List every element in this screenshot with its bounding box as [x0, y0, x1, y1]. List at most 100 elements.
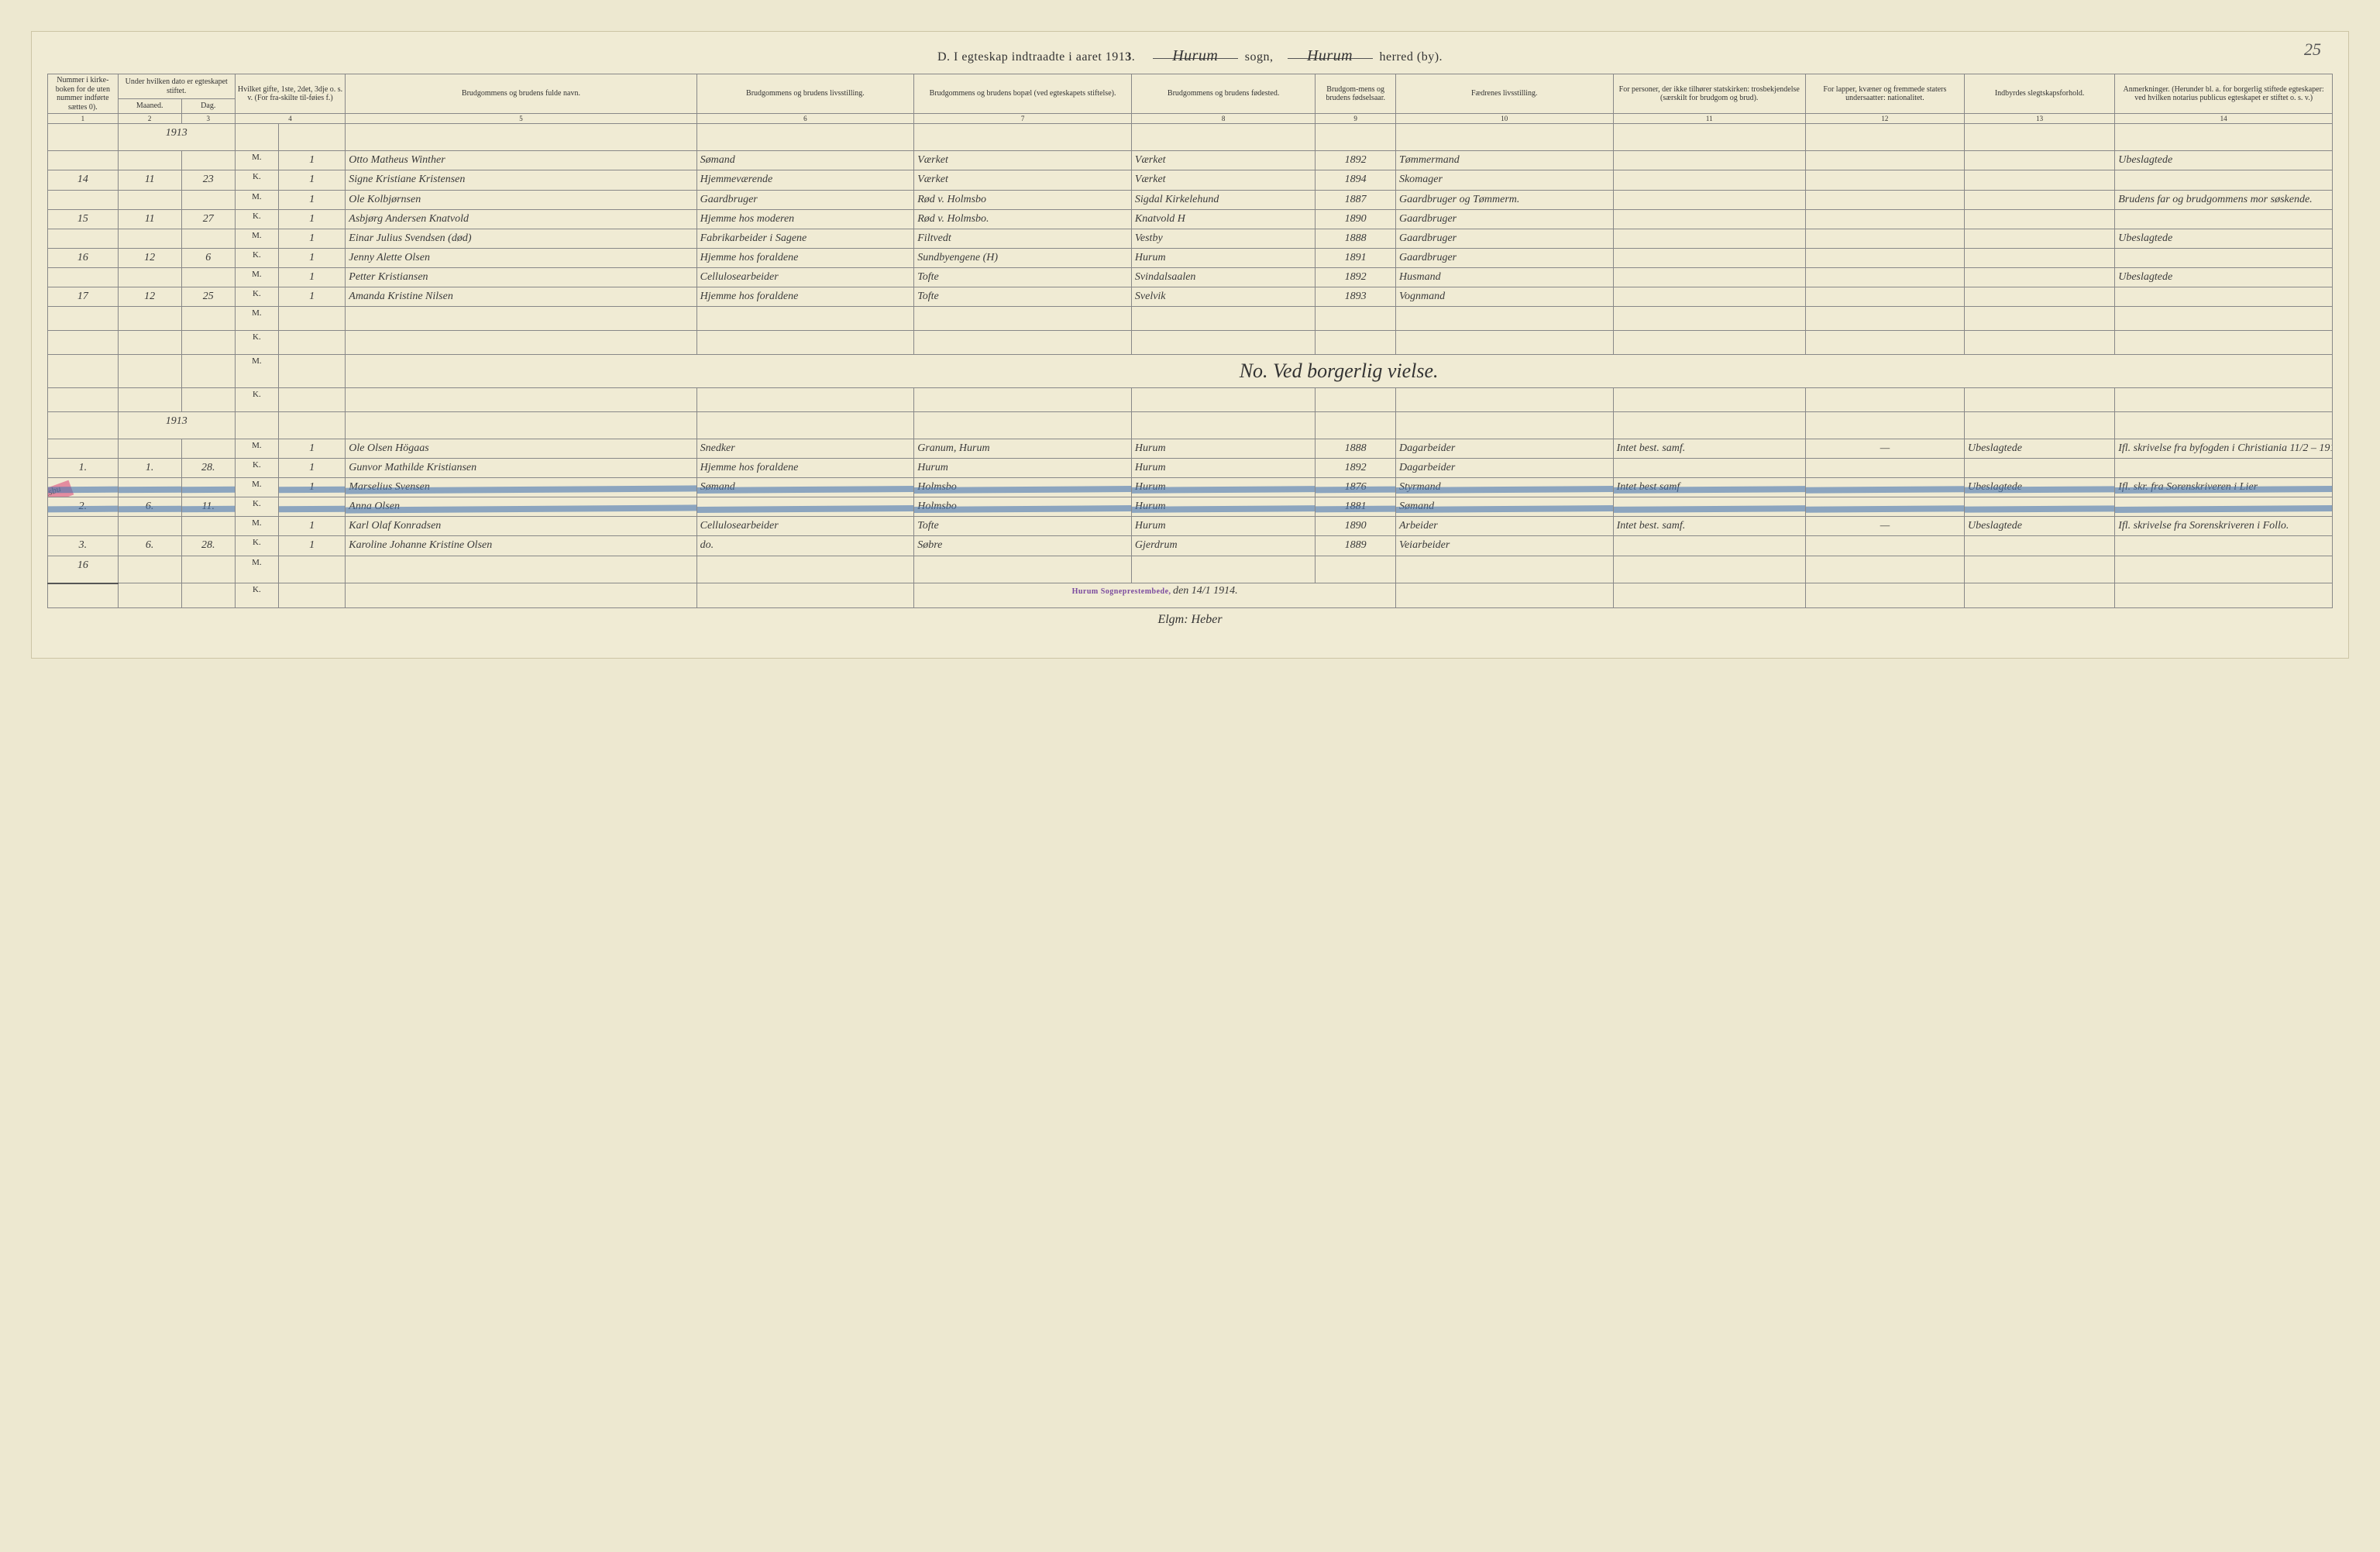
cell: Filtvedt [914, 229, 1132, 248]
cell: Petter Kristiansen [346, 267, 696, 287]
cell [2115, 124, 2333, 151]
cell: Rød v. Holmsbo. [914, 209, 1132, 229]
cell [48, 583, 119, 608]
colnum: 4 [235, 114, 345, 124]
cell [1805, 459, 1964, 478]
herred-label: herred (by). [1380, 50, 1443, 64]
cell: Holmsbo [914, 497, 1132, 517]
cell [1964, 170, 2114, 190]
table-row: 171225K.1Amanda Kristine NilsenHjemme ho… [48, 287, 2333, 307]
colnum: 11 [1613, 114, 1805, 124]
cell: Ole Olsen Högaas [346, 439, 696, 458]
cell [118, 190, 181, 209]
cell [1805, 124, 1964, 151]
cell: Cellulosearbeider [696, 517, 914, 536]
cell: 12 [118, 287, 181, 307]
cell [346, 583, 696, 608]
colnum: 7 [914, 114, 1132, 124]
cell: 6. [118, 497, 181, 517]
cell: Vestby [1131, 229, 1315, 248]
sex-cell: M. [235, 517, 278, 536]
margin-tag: Holmsbu [48, 480, 74, 497]
cell [181, 355, 235, 388]
cell: Ifl. skrivelse fra byfogden i Christiani… [2115, 439, 2333, 458]
cell: 1892 [1316, 459, 1396, 478]
cell [2115, 307, 2333, 331]
cell [1805, 248, 1964, 267]
cell [1613, 583, 1805, 608]
cell [2115, 387, 2333, 411]
cell [118, 478, 181, 497]
colnum: 1 [48, 114, 119, 124]
cell: Svelvik [1131, 287, 1315, 307]
cell [1805, 497, 1964, 517]
cell: Tofte [914, 287, 1132, 307]
cell [181, 331, 235, 355]
cell [1131, 307, 1315, 331]
cell: Dagarbeider [1395, 439, 1613, 458]
cell [1805, 151, 1964, 170]
cell [2115, 248, 2333, 267]
table-row: M.1Ole KolbjørnsenGaardbrugerRød v. Holm… [48, 190, 2333, 209]
cell [1613, 151, 1805, 170]
cell: Skomager [1395, 170, 1613, 190]
cell [278, 497, 345, 517]
colnum: 14 [2115, 114, 2333, 124]
cell: Søbre [914, 536, 1132, 556]
cell [1395, 556, 1613, 583]
cell: Anna Olsen [346, 497, 696, 517]
cell: 11 [118, 209, 181, 229]
cell [2115, 497, 2333, 517]
section-row: K. [48, 387, 2333, 411]
cell: 28. [181, 536, 235, 556]
cell: 1 [278, 287, 345, 307]
herred-name: Hurum [1288, 47, 1373, 59]
cell: 11 [118, 170, 181, 190]
cell: 28. [181, 459, 235, 478]
cell [278, 556, 345, 583]
cell [1613, 387, 1805, 411]
cell: 1876 [1316, 478, 1396, 497]
cell [1964, 583, 2114, 608]
cell: Otto Matheus Winther [346, 151, 696, 170]
colnum: 12 [1805, 114, 1964, 124]
cell [181, 267, 235, 287]
cell [278, 307, 345, 331]
cell: Intet best. samf. [1613, 439, 1805, 458]
cell [1805, 307, 1964, 331]
cell: Hjemme hos foraldene [696, 248, 914, 267]
cell [1613, 209, 1805, 229]
cell [1805, 556, 1964, 583]
cell: Signe Kristiane Kristensen [346, 170, 696, 190]
table-row: M.1Einar Julius Svendsen (død)Fabrikarbe… [48, 229, 2333, 248]
cell: 3. [48, 536, 119, 556]
table-row: 1.1.28.K.1Gunvor Mathilde KristiansenHje… [48, 459, 2333, 478]
cell [2115, 583, 2333, 608]
sex-cell: M. [235, 151, 278, 170]
cell [48, 190, 119, 209]
cell [181, 556, 235, 583]
table-row-blank: M. [48, 307, 2333, 331]
sex-cell: M. [235, 556, 278, 583]
cell: Brudens far og brudgommens mor søskende. [2115, 190, 2333, 209]
cell [1395, 583, 1613, 608]
cell [346, 124, 696, 151]
cell [2115, 536, 2333, 556]
cell: 1913 [118, 124, 235, 151]
col-header: Brudgommens og brudens livsstilling. [696, 74, 914, 114]
sex-cell: K. [235, 583, 278, 608]
cell [1613, 331, 1805, 355]
cell: 1 [278, 517, 345, 536]
colnum: 2 [118, 114, 181, 124]
cell: Karoline Johanne Kristine Olsen [346, 536, 696, 556]
cell [278, 124, 345, 151]
title-prefix: D. I egteskap indtraadte i aaret 191 [937, 50, 1125, 64]
sex-cell: K. [235, 287, 278, 307]
col-header: Nummer i kirke-boken for de uten nummer … [48, 74, 119, 114]
cell [2115, 209, 2333, 229]
cell: Ifl. skrivelse fra Sorenskriveren i Foll… [2115, 517, 2333, 536]
cell: Arbeider [1395, 517, 1613, 536]
cell: — [1805, 517, 1964, 536]
year-row: 1913 [48, 411, 2333, 439]
cell: Gjerdrum [1131, 536, 1315, 556]
